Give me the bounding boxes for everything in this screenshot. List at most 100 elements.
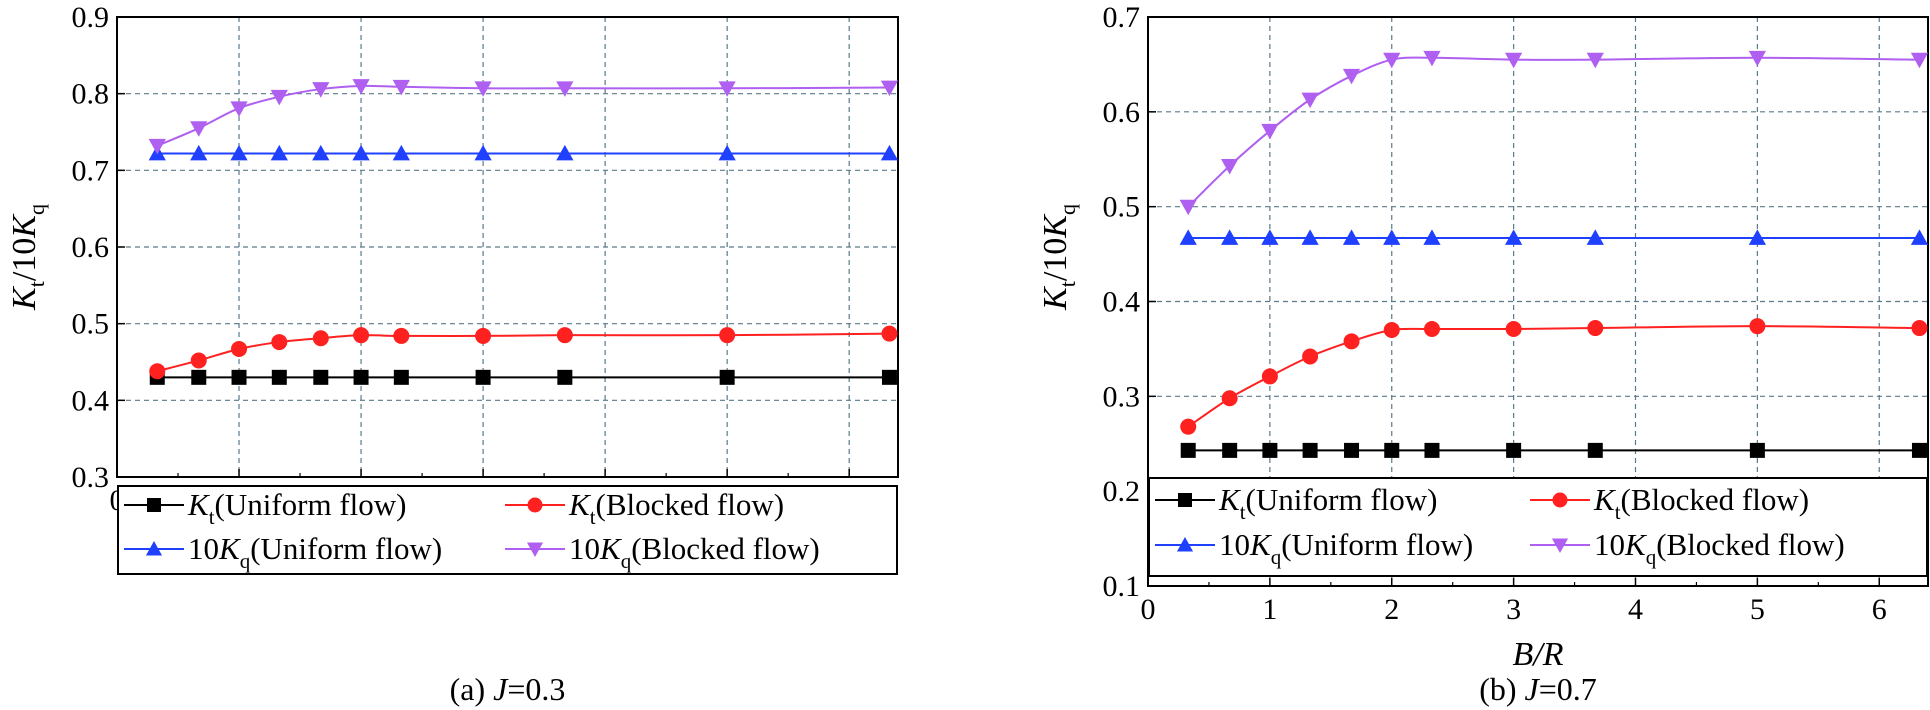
legend-label-sub: q <box>1271 545 1282 569</box>
data-point <box>1222 442 1238 458</box>
legend-marker <box>527 497 543 513</box>
data-point <box>312 82 330 98</box>
data-point <box>1911 320 1928 337</box>
legend-box <box>1148 477 1928 577</box>
y-tick-label: 0.6 <box>72 231 110 264</box>
x-tick-label: 6 <box>1872 593 1887 626</box>
data-point <box>880 144 899 161</box>
data-point <box>1301 92 1319 109</box>
legend-marker <box>1552 492 1568 508</box>
caption-value: =0.3 <box>507 671 565 707</box>
chart-panel-b: 0 1 2 3 4 5 60.10.20.30.40.50.60.7B/RKt/10Kq(b… <box>1037 1 1929 707</box>
data-point <box>1748 50 1766 67</box>
data-point <box>1749 318 1766 335</box>
data-point <box>312 330 329 347</box>
data-point <box>1302 442 1318 458</box>
caption-prefix: (b) <box>1479 671 1524 707</box>
legend-item: 10Kq(Blocked flow) <box>1530 527 1845 569</box>
data-point <box>1748 229 1766 245</box>
legend-label-sub: t <box>209 505 215 529</box>
y-tick-label: 0.6 <box>1103 96 1141 129</box>
data-point <box>1180 418 1197 435</box>
legend-label-sym: K <box>1624 527 1648 562</box>
y-axis-label-k: K <box>6 213 43 239</box>
caption-prefix: (a) <box>450 671 494 707</box>
legend-label-sym: K <box>1218 482 1242 517</box>
legend-label-sym: K <box>218 531 242 566</box>
data-point <box>1221 390 1238 407</box>
legend-label: Kt(Uniform flow) <box>187 487 407 529</box>
legend-marker <box>526 542 544 558</box>
series-1 <box>149 325 898 380</box>
data-point <box>881 325 898 342</box>
legend-marker <box>1178 493 1192 507</box>
data-point <box>1383 229 1401 245</box>
y-tick-label: 0.7 <box>72 154 110 187</box>
data-point <box>312 144 330 161</box>
data-point <box>230 101 248 117</box>
data-point <box>1423 50 1441 67</box>
y-axis-label-sub: q <box>24 204 49 215</box>
legend-label: 10Kq(Blocked flow) <box>569 531 820 573</box>
x-tick-label: 0 <box>1141 593 1156 626</box>
y-tick-label: 0.9 <box>72 1 110 34</box>
data-point <box>1180 442 1196 458</box>
x-tick-label: 3 <box>1506 593 1521 626</box>
caption-var: J <box>1525 671 1541 707</box>
legend-label: 10Kq(Uniform flow) <box>1219 527 1473 569</box>
grid <box>117 17 898 477</box>
data-point <box>474 144 492 161</box>
y-tick-label: 0.5 <box>72 308 110 341</box>
data-point <box>1505 321 1522 338</box>
data-point <box>393 327 410 344</box>
data-point <box>556 327 573 344</box>
legend-label-sym: K <box>1593 482 1617 517</box>
data-point <box>392 79 410 96</box>
data-point <box>719 369 735 385</box>
data-point <box>1587 442 1603 458</box>
x-axis-label: B/R <box>1513 636 1564 673</box>
data-point <box>557 369 573 385</box>
data-point <box>474 81 492 97</box>
data-point <box>190 121 208 137</box>
legend-label-text: (Uniform flow) <box>1246 482 1438 517</box>
chart-panel-a: 01234560.30.40.50.60.70.80.9B/RKt/10Kq(a… <box>6 1 899 707</box>
data-point <box>719 327 736 344</box>
legend-label-sub: t <box>1615 500 1621 524</box>
y-axis-label: Kt/10Kq <box>1037 204 1080 311</box>
legend-label-sym: K <box>599 531 623 566</box>
data-point <box>352 144 370 161</box>
data-point <box>1505 229 1523 245</box>
data-point <box>718 144 736 161</box>
legend-label-text: (Uniform flow) <box>250 531 442 566</box>
data-point <box>148 138 166 155</box>
data-point <box>1302 348 1319 365</box>
panel-caption: (b) J=0.7 <box>1479 671 1597 707</box>
data-point <box>393 369 409 385</box>
series-0 <box>149 369 897 385</box>
data-point <box>1262 442 1278 458</box>
data-point <box>1910 229 1929 245</box>
legend-label: Kt(Uniform flow) <box>1218 482 1438 524</box>
x-tick-label: 5 <box>1750 593 1765 626</box>
data-point <box>1505 52 1523 69</box>
data-point <box>1506 442 1522 458</box>
data-point <box>1749 442 1765 458</box>
legend-label-sub: q <box>1646 545 1657 569</box>
y-axis-label-k: K <box>6 285 43 311</box>
data-point <box>475 327 492 344</box>
data-point <box>392 144 410 161</box>
legend-label: Kt(Blocked flow) <box>1593 482 1809 524</box>
legend-marker <box>1551 538 1569 554</box>
data-point <box>1910 52 1929 69</box>
data-point <box>1423 229 1441 245</box>
legend-item: 10Kq(Uniform flow) <box>1155 527 1473 569</box>
data-point <box>353 327 370 344</box>
series-line <box>156 84 890 147</box>
legend-label-text: (Blocked flow) <box>1621 482 1810 517</box>
y-tick-label: 0.8 <box>72 78 110 111</box>
data-point <box>231 369 247 385</box>
series-0 <box>1180 442 1927 458</box>
legend-label-text: (Uniform flow) <box>215 487 407 522</box>
